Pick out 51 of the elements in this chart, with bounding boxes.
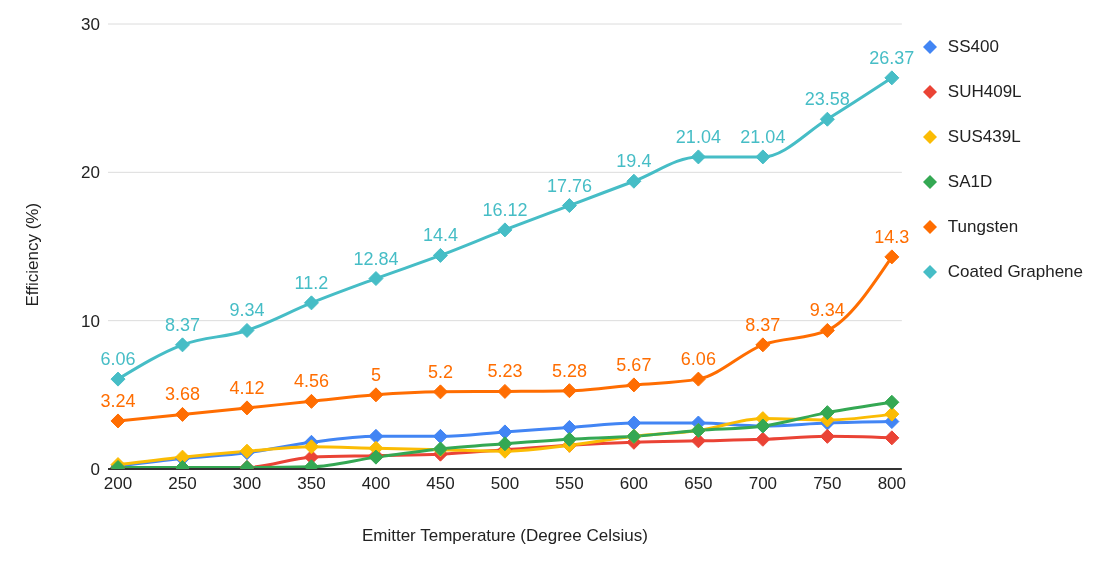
x-tick-label: 700 <box>748 474 778 494</box>
data-label: 21.04 <box>740 126 786 147</box>
data-label: 14.4 <box>422 225 458 246</box>
legend-label: SUH409L <box>947 81 1022 103</box>
y-tick-label: 30 <box>81 15 100 35</box>
data-label: 9.34 <box>229 300 265 321</box>
x-tick-label: 650 <box>684 474 713 494</box>
data-label: 4.12 <box>229 377 265 398</box>
data-label: 5.23 <box>487 361 523 382</box>
data-label: 4.56 <box>293 371 329 392</box>
data-label: 21.04 <box>675 126 721 147</box>
data-label: 3.24 <box>100 390 136 411</box>
legend-label: Tungsten <box>947 216 1019 238</box>
data-label: 5.67 <box>616 354 652 375</box>
y-axis-title: Efficiency (%) <box>23 202 43 307</box>
data-label: 12.84 <box>353 248 399 269</box>
x-tick-label: 400 <box>361 474 391 494</box>
data-label: 8.37 <box>745 314 781 335</box>
data-label: 8.37 <box>164 314 201 335</box>
x-tick-label: 250 <box>168 474 197 494</box>
y-tick-label: 10 <box>81 311 100 331</box>
data-label: 5.2 <box>427 361 453 382</box>
data-label: 3.68 <box>164 384 201 405</box>
x-tick-label: 800 <box>877 474 907 494</box>
legend-label: SA1D <box>947 171 993 193</box>
x-tick-label: 300 <box>232 474 262 494</box>
data-label: 16.12 <box>482 199 528 220</box>
data-label: 5.28 <box>551 360 587 381</box>
data-label: 6.06 <box>100 349 136 370</box>
y-tick-label: 0 <box>90 460 100 480</box>
legend-label: Coated Graphene <box>947 261 1083 283</box>
x-axis-title: Emitter Temperature (Degree Celsius) <box>361 526 648 545</box>
legend-label: SUS439L <box>947 126 1021 148</box>
x-tick-label: 500 <box>490 474 520 494</box>
y-tick-label: 20 <box>81 163 100 183</box>
x-tick-label: 450 <box>426 474 455 494</box>
data-label: 14.3 <box>874 226 910 247</box>
x-tick-label: 200 <box>103 474 133 494</box>
data-label: 9.34 <box>809 300 845 321</box>
data-label: 6.06 <box>680 349 716 370</box>
x-tick-label: 350 <box>297 474 326 494</box>
legend-label: SS400 <box>947 36 999 58</box>
data-label: 19.4 <box>616 151 652 172</box>
x-tick-label: 750 <box>813 474 842 494</box>
x-tick-label: 550 <box>555 474 584 494</box>
data-label: 26.37 <box>869 47 915 68</box>
data-label: 11.2 <box>294 272 329 293</box>
data-label: 23.58 <box>804 89 850 110</box>
x-tick-label: 600 <box>619 474 649 494</box>
data-label: 17.76 <box>546 175 592 196</box>
data-label: 5 <box>370 364 381 385</box>
